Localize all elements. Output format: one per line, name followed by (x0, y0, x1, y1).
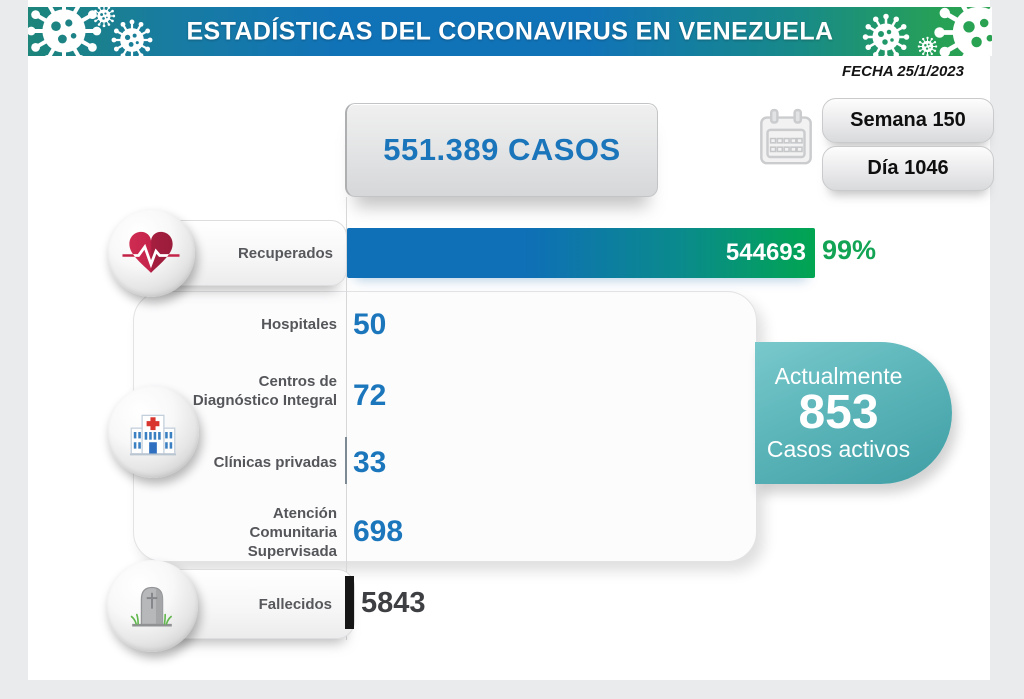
recovered-icon-circle (107, 209, 195, 297)
recovered-label: Recuperados (237, 244, 333, 262)
total-cases-box: 551.389 CASOS (345, 103, 658, 197)
recovered-percent: 99% (822, 235, 877, 265)
calendar-icon (760, 108, 812, 165)
recovered-bar: 544693 (347, 228, 815, 278)
active-cases-badge: Actualmente 853 Casos activos (755, 342, 952, 484)
page-title: ESTADÍSTICAS DEL CORONAVIRUS EN VENEZUEL… (186, 17, 834, 45)
header-band: ESTADÍSTICAS DEL CORONAVIRUS EN VENEZUEL… (28, 7, 992, 56)
heart-pulse-icon (122, 231, 180, 273)
total-cases-label: 551.389 CASOS (383, 132, 621, 167)
recovered-value: 544693 (725, 239, 806, 266)
deceased-value: 5843 (361, 587, 426, 619)
facility-label-hospitales: Hospitales (261, 316, 337, 333)
week-pill: Semana 150 (822, 98, 994, 143)
facility-icon-circle (107, 386, 199, 478)
day-label: Día 1046 (867, 157, 949, 179)
date-label: FECHA 25/1/2023 (841, 63, 964, 80)
axis-line (346, 197, 347, 640)
deceased-label: Fallecidos (258, 595, 332, 613)
axis-segment (345, 437, 347, 484)
hospital-icon (129, 414, 177, 456)
facility-value-acs: 698 (353, 515, 404, 548)
facility-label-clinicas: Clínicas privadas (213, 454, 337, 471)
facility-label-acs: Atención Comunitaria Supervisada (247, 505, 337, 560)
facility-value-clinicas: 33 (353, 446, 387, 479)
day-pill: Día 1046 (822, 146, 994, 191)
deceased-icon-circle (106, 560, 198, 652)
deceased-bar (345, 576, 354, 629)
facility-value-hospitales: 50 (353, 308, 387, 341)
week-label: Semana 150 (850, 109, 966, 131)
tombstone-icon (130, 586, 172, 627)
active-value: 853 (798, 386, 879, 439)
active-title: Actualmente (774, 363, 903, 389)
facility-value-cdi: 72 (353, 379, 387, 412)
facilities-panel (133, 291, 757, 562)
facility-label-cdi: Centros de Diagnóstico Integral (192, 373, 337, 409)
active-caption: Casos activos (766, 436, 911, 462)
